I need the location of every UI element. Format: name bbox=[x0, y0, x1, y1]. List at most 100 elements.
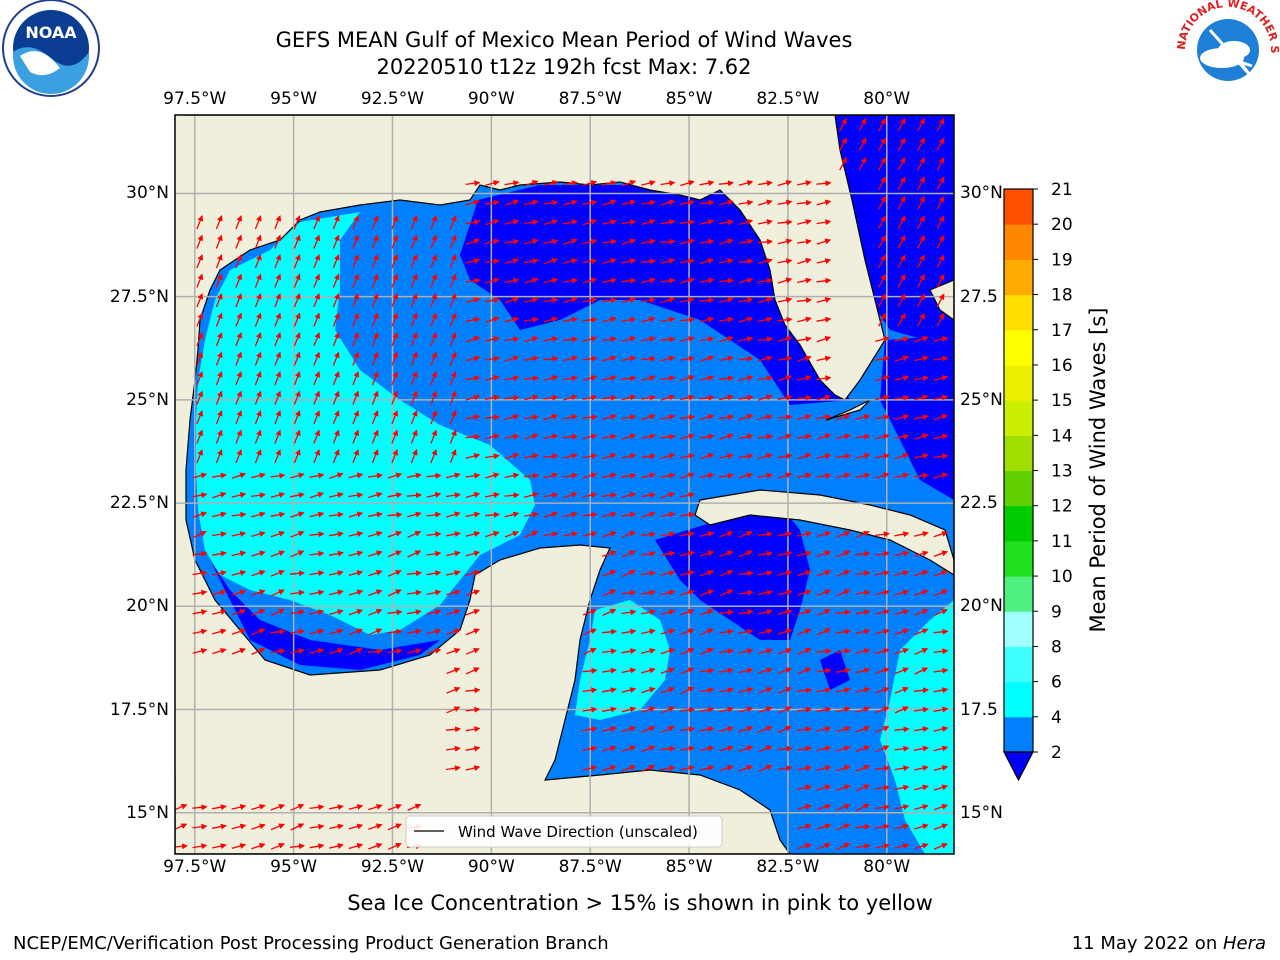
wind-vector-arrow bbox=[485, 316, 500, 323]
wind-vector-arrow bbox=[777, 648, 793, 655]
wind-vector-arrow bbox=[894, 823, 910, 830]
lat-tick-label-left: 17.5°N bbox=[109, 699, 169, 720]
wind-vector-arrow bbox=[484, 492, 500, 499]
lat-tick-label-left: 15°N bbox=[126, 802, 169, 823]
wind-vector-arrow bbox=[875, 725, 890, 733]
wind-vector-arrow bbox=[211, 823, 227, 830]
wind-vector-arrow bbox=[582, 745, 598, 752]
wind-vector-arrow bbox=[543, 531, 559, 538]
wind-vector-arrow bbox=[875, 648, 890, 655]
wind-vector-arrow bbox=[313, 234, 321, 249]
wind-vector-arrow bbox=[523, 258, 539, 265]
wind-vector-arrow bbox=[196, 371, 204, 386]
wind-vector-arrow bbox=[309, 609, 325, 616]
wind-vector-arrow bbox=[426, 570, 442, 577]
wind-vector-arrow bbox=[212, 628, 227, 635]
colorbar-segment bbox=[1004, 540, 1033, 577]
wind-vector-arrow bbox=[933, 550, 949, 557]
wind-vector-arrow bbox=[449, 293, 457, 308]
wind-vector-arrow bbox=[738, 550, 753, 558]
wind-vector-arrow bbox=[563, 375, 578, 382]
wind-vector-arrow bbox=[699, 706, 715, 713]
wind-vector-arrow bbox=[504, 219, 520, 225]
wind-vector-arrow bbox=[215, 273, 223, 288]
wind-vector-arrow bbox=[602, 355, 617, 362]
wind-vector-arrow bbox=[894, 784, 910, 791]
wind-vector-arrow bbox=[621, 433, 637, 440]
wind-vector-arrow bbox=[897, 156, 906, 171]
wind-vector-arrow bbox=[699, 550, 715, 557]
date-caption: 11 May 2022 on Hera bbox=[1072, 933, 1266, 954]
wind-vector-arrow bbox=[465, 765, 481, 772]
wind-vector-arrow bbox=[430, 390, 438, 405]
wind-vector-arrow bbox=[391, 390, 399, 405]
wind-vector-arrow bbox=[816, 648, 832, 655]
wind-vector-arrow bbox=[797, 570, 812, 577]
noaa-logo: NOAA bbox=[2, 0, 100, 97]
wind-vector-arrow bbox=[936, 176, 945, 191]
wind-vector-arrow bbox=[878, 137, 886, 152]
wind-vector-arrow bbox=[936, 156, 945, 171]
wind-vector-arrow bbox=[680, 336, 695, 342]
wind-vector-arrow bbox=[215, 371, 223, 386]
wind-vector-arrow bbox=[797, 394, 812, 401]
wind-vector-arrow bbox=[933, 687, 949, 694]
wind-vector-arrow bbox=[816, 180, 832, 187]
wind-vector-arrow bbox=[679, 316, 695, 323]
wind-vector-arrow bbox=[816, 706, 832, 713]
wind-vector-arrow bbox=[212, 843, 227, 850]
wind-vector-arrow bbox=[777, 238, 793, 245]
wind-vector-arrow bbox=[563, 355, 578, 362]
wind-vector-arrow bbox=[387, 530, 403, 538]
wind-vector-arrow bbox=[660, 394, 676, 401]
wind-vector-arrow bbox=[368, 842, 383, 850]
wind-vector-arrow bbox=[563, 180, 578, 187]
wind-vector-arrow bbox=[699, 277, 715, 284]
wind-vector-arrow bbox=[719, 219, 734, 226]
wind-vector-arrow bbox=[680, 628, 695, 636]
wind-vector-arrow bbox=[270, 608, 285, 617]
wind-vector-arrow bbox=[406, 609, 422, 616]
wind-vector-arrow bbox=[387, 628, 403, 635]
wind-vector-arrow bbox=[836, 453, 851, 460]
wind-vector-arrow bbox=[293, 312, 301, 327]
wind-vector-arrow bbox=[933, 355, 949, 362]
wind-vector-arrow bbox=[215, 293, 223, 308]
wind-vector-arrow bbox=[660, 238, 676, 245]
wind-vector-arrow bbox=[855, 628, 871, 635]
wind-vector-arrow bbox=[309, 511, 325, 518]
wind-vector-arrow bbox=[231, 647, 246, 655]
wind-vector-arrow bbox=[582, 531, 598, 537]
wind-vector-arrow bbox=[328, 550, 344, 557]
wind-vector-arrow bbox=[816, 219, 832, 226]
wind-vector-arrow bbox=[758, 667, 773, 674]
colorbar-tick-label: 13 bbox=[1051, 462, 1073, 482]
colorbar-segment bbox=[1004, 400, 1033, 436]
wind-vector-arrow bbox=[270, 842, 285, 850]
wind-vector-arrow bbox=[719, 199, 734, 206]
wind-vector-arrow bbox=[293, 449, 301, 464]
wind-vector-arrow bbox=[309, 648, 325, 654]
wind-vector-arrow bbox=[894, 843, 910, 849]
plot-title-line1: GEFS MEAN Gulf of Mexico Mean Period of … bbox=[275, 28, 853, 52]
wind-vector-arrow bbox=[917, 312, 925, 327]
wind-vector-arrow bbox=[699, 414, 715, 420]
wind-vector-arrow bbox=[679, 219, 695, 226]
wind-vector-arrow bbox=[465, 472, 481, 479]
wind-vector-arrow bbox=[410, 371, 418, 386]
wind-vector-arrow bbox=[563, 453, 578, 459]
lon-tick-label-bottom: 87.5°W bbox=[558, 857, 622, 877]
wind-vector-arrow bbox=[855, 414, 871, 420]
wind-vector-arrow bbox=[449, 429, 457, 444]
wind-vector-arrow bbox=[641, 511, 656, 518]
colorbar-segment bbox=[1004, 505, 1033, 542]
wind-vector-arrow bbox=[582, 628, 597, 636]
wind-vector-arrow bbox=[757, 472, 773, 479]
wind-vector-arrow bbox=[352, 390, 360, 405]
wind-vector-arrow bbox=[391, 254, 399, 269]
wind-vector-arrow bbox=[368, 608, 383, 616]
wind-vector-arrow bbox=[933, 453, 949, 460]
colorbar-segment bbox=[1004, 681, 1033, 718]
wind-vector-arrow bbox=[699, 726, 715, 733]
wind-vector-arrow bbox=[917, 273, 925, 288]
